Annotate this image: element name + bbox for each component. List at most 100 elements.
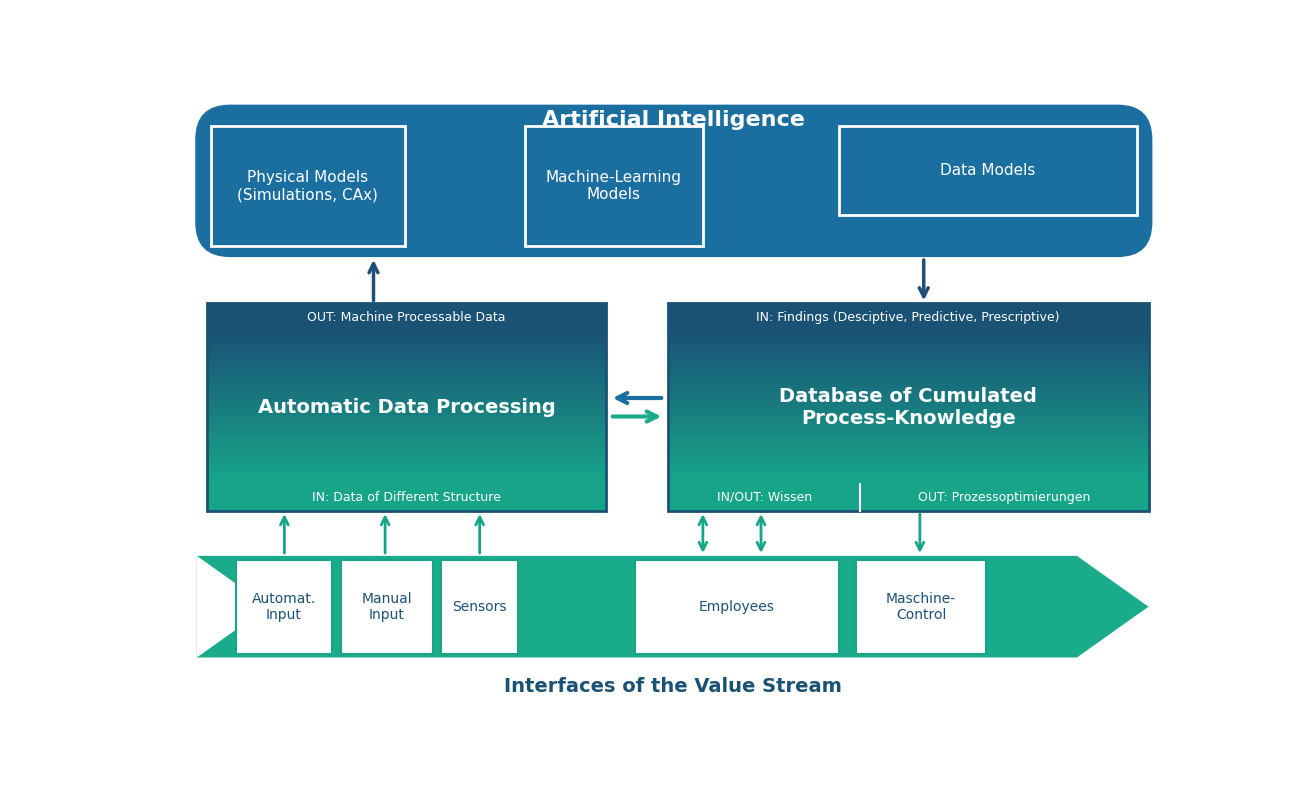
- Bar: [668, 433, 1148, 438]
- Bar: [206, 357, 606, 362]
- Bar: [206, 399, 606, 403]
- Bar: [206, 304, 606, 331]
- Text: Sensors: Sensors: [452, 599, 506, 614]
- Bar: [668, 304, 1148, 331]
- Bar: [206, 433, 606, 438]
- Bar: [206, 331, 606, 335]
- Text: IN/OUT: Wissen: IN/OUT: Wissen: [716, 491, 812, 504]
- Bar: [206, 441, 606, 445]
- Bar: [636, 560, 838, 653]
- Bar: [206, 452, 606, 457]
- Text: Manual
Input: Manual Input: [361, 591, 413, 622]
- Bar: [668, 361, 1148, 365]
- Bar: [340, 560, 434, 653]
- Bar: [206, 445, 606, 449]
- Text: IN: Data of Different Structure: IN: Data of Different Structure: [311, 491, 501, 504]
- Bar: [206, 365, 606, 369]
- Bar: [668, 460, 1148, 464]
- Bar: [668, 350, 1148, 354]
- Bar: [206, 388, 606, 392]
- Bar: [668, 430, 1148, 434]
- Bar: [668, 471, 1148, 476]
- Bar: [668, 380, 1148, 384]
- Bar: [206, 437, 606, 442]
- Bar: [206, 468, 606, 472]
- Bar: [206, 422, 606, 426]
- Bar: [668, 449, 1148, 453]
- Text: Employees: Employees: [699, 599, 775, 614]
- Bar: [668, 354, 1148, 358]
- Bar: [206, 414, 606, 419]
- Bar: [524, 126, 703, 246]
- Bar: [668, 452, 1148, 457]
- Bar: [668, 403, 1148, 407]
- Text: Machine-Learning
Models: Machine-Learning Models: [545, 169, 682, 202]
- Bar: [206, 384, 606, 388]
- Bar: [206, 338, 606, 343]
- Bar: [206, 369, 606, 373]
- Bar: [668, 346, 1148, 350]
- Bar: [668, 418, 1148, 422]
- Bar: [668, 468, 1148, 472]
- Bar: [668, 437, 1148, 442]
- Bar: [668, 395, 1148, 400]
- Bar: [206, 376, 606, 381]
- Bar: [206, 380, 606, 384]
- Bar: [210, 126, 405, 246]
- Bar: [206, 361, 606, 365]
- Bar: [206, 426, 606, 430]
- Bar: [668, 464, 1148, 468]
- Bar: [206, 460, 606, 464]
- Bar: [206, 411, 606, 415]
- Bar: [206, 392, 606, 396]
- Bar: [206, 483, 606, 511]
- Bar: [668, 479, 1148, 483]
- Bar: [206, 373, 606, 377]
- Bar: [668, 369, 1148, 373]
- Bar: [206, 304, 606, 511]
- Polygon shape: [197, 556, 268, 657]
- Bar: [668, 384, 1148, 388]
- Bar: [668, 445, 1148, 449]
- Bar: [668, 373, 1148, 377]
- Bar: [861, 483, 1148, 511]
- Bar: [206, 430, 606, 434]
- Text: Automat.
Input: Automat. Input: [252, 591, 317, 622]
- Bar: [668, 334, 1148, 339]
- Bar: [206, 464, 606, 468]
- Bar: [206, 403, 606, 407]
- Bar: [668, 338, 1148, 343]
- Text: Maschine-
Control: Maschine- Control: [886, 591, 957, 622]
- Bar: [668, 342, 1148, 346]
- Bar: [206, 342, 606, 346]
- Bar: [668, 411, 1148, 415]
- Text: OUT: Machine Processable Data: OUT: Machine Processable Data: [307, 311, 506, 324]
- Bar: [524, 126, 703, 246]
- Text: Data Models: Data Models: [940, 163, 1035, 178]
- Text: Physical Models
(Simulations, CAx): Physical Models (Simulations, CAx): [238, 169, 378, 202]
- Bar: [668, 304, 1148, 511]
- Bar: [838, 126, 1137, 215]
- Bar: [206, 395, 606, 400]
- Text: Database of Cumulated
Process-Knowledge: Database of Cumulated Process-Knowledge: [779, 386, 1037, 428]
- Bar: [206, 334, 606, 339]
- Text: Interfaces of the Value Stream: Interfaces of the Value Stream: [503, 677, 841, 696]
- Bar: [668, 422, 1148, 426]
- Bar: [442, 560, 518, 653]
- Bar: [668, 331, 1148, 335]
- Bar: [668, 376, 1148, 381]
- Bar: [206, 449, 606, 453]
- Bar: [206, 354, 606, 358]
- Bar: [206, 471, 606, 476]
- Text: OUT: Prozessoptimierungen: OUT: Prozessoptimierungen: [918, 491, 1091, 504]
- Bar: [668, 399, 1148, 403]
- Bar: [668, 456, 1148, 461]
- Bar: [206, 407, 606, 411]
- Text: Artificial Intelligence: Artificial Intelligence: [543, 110, 805, 130]
- Bar: [206, 418, 606, 422]
- Bar: [668, 475, 1148, 480]
- Text: IN: Findings (Desciptive, Predictive, Prescriptive): IN: Findings (Desciptive, Predictive, Pr…: [757, 311, 1060, 324]
- Bar: [838, 126, 1137, 215]
- Bar: [668, 407, 1148, 411]
- Bar: [668, 388, 1148, 392]
